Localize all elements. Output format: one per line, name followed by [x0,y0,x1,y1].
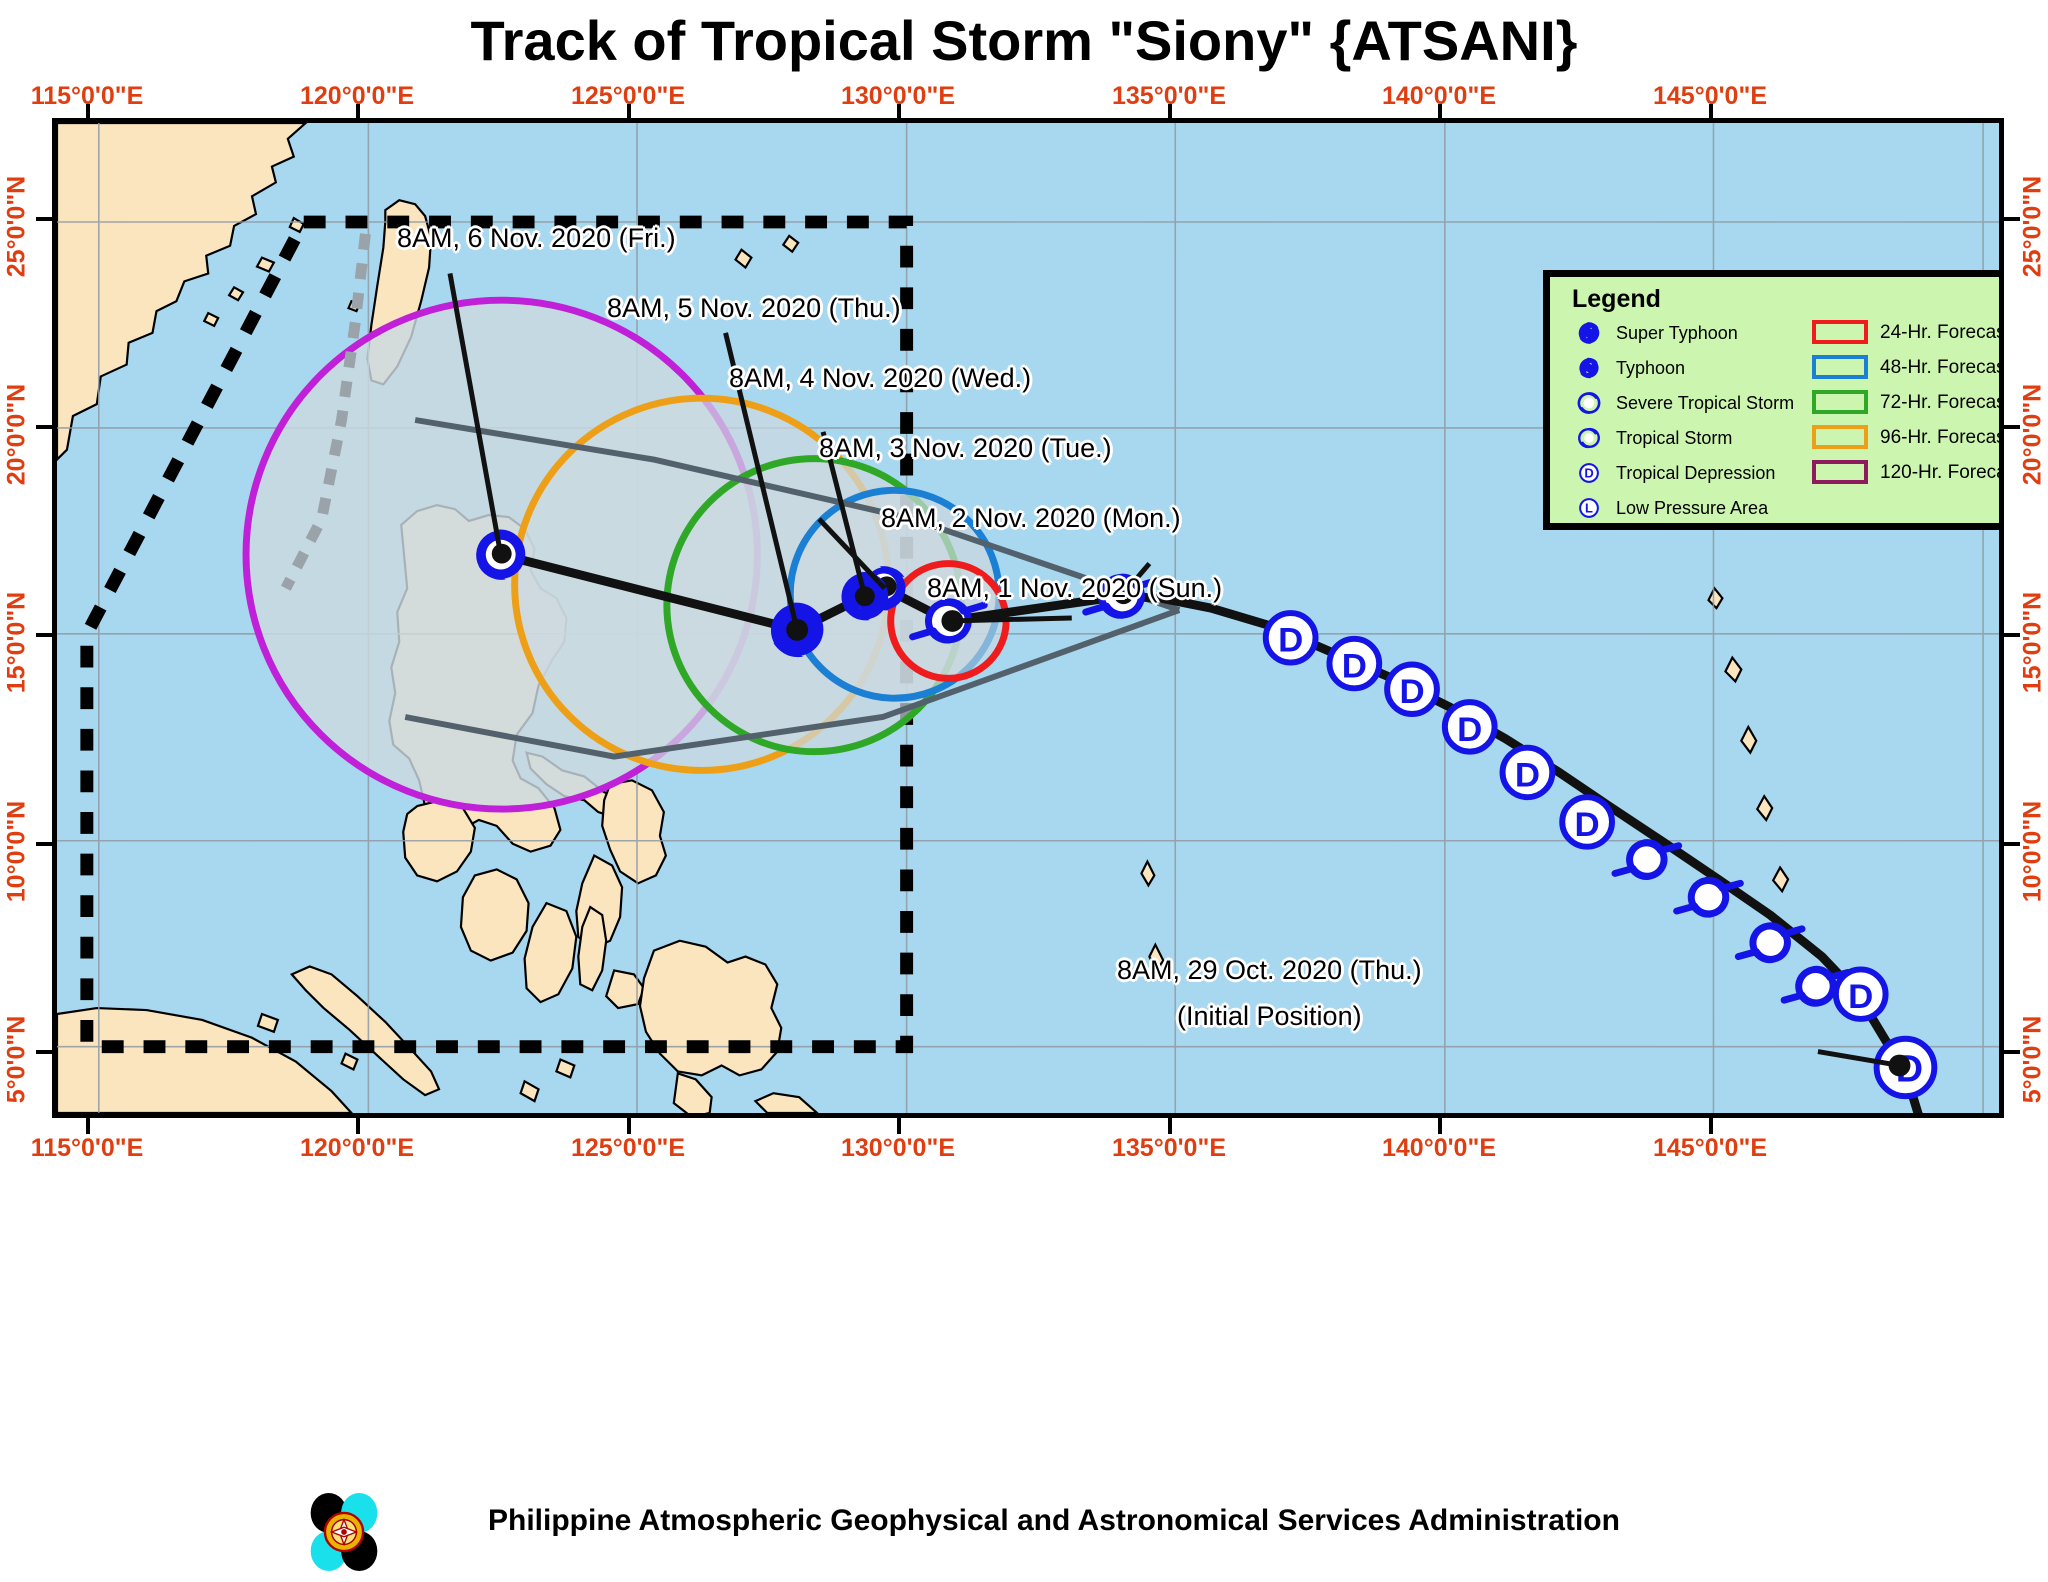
legend-label: Severe Tropical Storm [1616,393,1795,413]
svg-text:D: D [1575,806,1600,844]
tick-top [1709,104,1713,120]
legend-label: Super Typhoon [1616,323,1738,343]
lon-label-bottom-145: 145°0'0"E [1653,1134,1767,1162]
callout-nov4: 8AM, 4 Nov. 2020 (Wed.) [729,363,1032,393]
tick-top [356,104,360,120]
callout-leaders [447,273,1900,1068]
lat-label-right-10: 10°0'0"N [2018,800,2047,903]
lon-label-bottom-140: 140°0'0"E [1382,1134,1496,1162]
legend-label: 72-Hr. Forecast [1880,392,2004,413]
tick-bottom [627,1118,631,1134]
par-boundary [80,215,914,1054]
footer: Philippine Atmospheric Geophysical and A… [0,1488,2048,1578]
tick-bottom [1168,1118,1172,1134]
lat-label-right-15: 15°0'0"N [2018,591,2047,694]
lat-label-right-25: 25°0'0"N [2018,175,2047,278]
legend-label: Low Pressure Area [1616,498,1769,518]
severe-tropical-storm-icon [1577,392,1601,414]
lat-label-right-20: 20°0'0"N [2018,383,2047,486]
tick-left [36,217,52,221]
lon-label-bottom-135: 135°0'0"E [1112,1134,1226,1162]
legend-label: 96-Hr. Forecast [1880,427,2004,448]
tick-left [36,1050,52,1054]
tick-top [627,104,631,120]
tropical-storm-icon [1578,427,1600,449]
svg-text:D: D [1399,673,1424,711]
footer-agency-name: Philippine Atmospheric Geophysical and A… [488,1504,1620,1537]
tick-right [2004,842,2020,846]
super-typhoon-icon [1578,322,1600,344]
svg-text:D: D [1457,711,1482,749]
lon-label-bottom-115: 115°0'0"E [30,1134,144,1162]
svg-text:L: L [1585,501,1593,516]
tropical-depression-icon: D [1579,463,1599,483]
legend-title: Legend [1572,285,1661,313]
typhoon-icon [1579,357,1599,379]
forecast-swatch-120 [1812,460,1868,484]
legend-box: Legend Super Typhoon Typhoon [1543,270,2004,530]
pagasa-logo-icon [310,1492,378,1572]
legend-label: 120-Hr. Forecast [1880,462,1999,483]
callout-initial-position: (Initial Position) [1177,1001,1362,1031]
legend-label: Tropical Depression [1616,463,1776,483]
svg-text:D: D [1515,756,1540,794]
tick-left [36,842,52,846]
tick-bottom [897,1118,901,1134]
tick-bottom [1709,1118,1713,1134]
svg-text:D: D [1278,622,1303,660]
svg-text:D: D [1584,466,1593,481]
tick-bottom [86,1118,90,1134]
page-title: Track of Tropical Storm "Siony" {ATSANI} [470,9,1578,72]
callout-nov1: 8AM, 1 Nov. 2020 (Sun.) [927,573,1223,603]
tick-right [2004,425,2020,429]
tick-top [1438,104,1442,120]
callout-initial-date: 8AM, 29 Oct. 2020 (Thu.) [1117,955,1422,985]
tick-right [2004,217,2020,221]
lon-label-bottom-120: 120°0'0"E [300,1134,414,1162]
td-markers: D D D D D [1262,610,1938,1100]
lat-label-left-15: 15°0'0"N [2,591,31,694]
svg-text:D: D [1848,978,1873,1016]
tick-top [897,104,901,120]
tick-left [36,425,52,429]
callout-nov3: 8AM, 3 Nov. 2020 (Tue.) [819,433,1112,463]
svg-text:D: D [1342,647,1367,685]
legend-label: Tropical Storm [1616,428,1733,448]
callout-nov6: 8AM, 6 Nov. 2020 (Fri.) [397,223,676,253]
uncertain-track [280,233,371,591]
map-frame[interactable]: D D D D D [52,118,2004,1118]
low-pressure-area-icon: L [1579,498,1599,518]
legend-label: 48-Hr. Forecast [1880,357,2004,378]
tick-top [86,104,90,120]
callout-nov2: 8AM, 2 Nov. 2020 (Mon.) [881,503,1181,533]
tick-right [2004,1050,2020,1054]
tick-top [1168,104,1172,120]
tick-right [2004,633,2020,637]
cone-envelope [404,417,1181,760]
forecast-swatch-24 [1812,320,1868,344]
lon-label-bottom-125: 125°0'0"E [571,1134,685,1162]
lat-label-left-25: 25°0'0"N [2,175,31,278]
legend-label: Typhoon [1616,358,1686,378]
lat-label-left-10: 10°0'0"N [2,800,31,903]
legend-label: 24-Hr. Forecast [1880,322,2004,343]
lat-label-left-20: 20°0'0"N [2,383,31,486]
tick-bottom [1438,1118,1442,1134]
lon-label-bottom-130: 130°0'0"E [841,1134,955,1162]
forecast-swatch-48 [1812,355,1868,379]
lat-label-left-5: 5°0'0"N [2,1015,31,1104]
lat-label-right-5: 5°0'0"N [2018,1015,2047,1104]
callout-nov5: 8AM, 5 Nov. 2020 (Thu.) [607,293,901,323]
forecast-swatch-72 [1812,390,1868,414]
tick-left [36,633,52,637]
tick-bottom [356,1118,360,1134]
forecast-swatch-96 [1812,425,1868,449]
initial-position-marker: D [1873,1035,1938,1100]
